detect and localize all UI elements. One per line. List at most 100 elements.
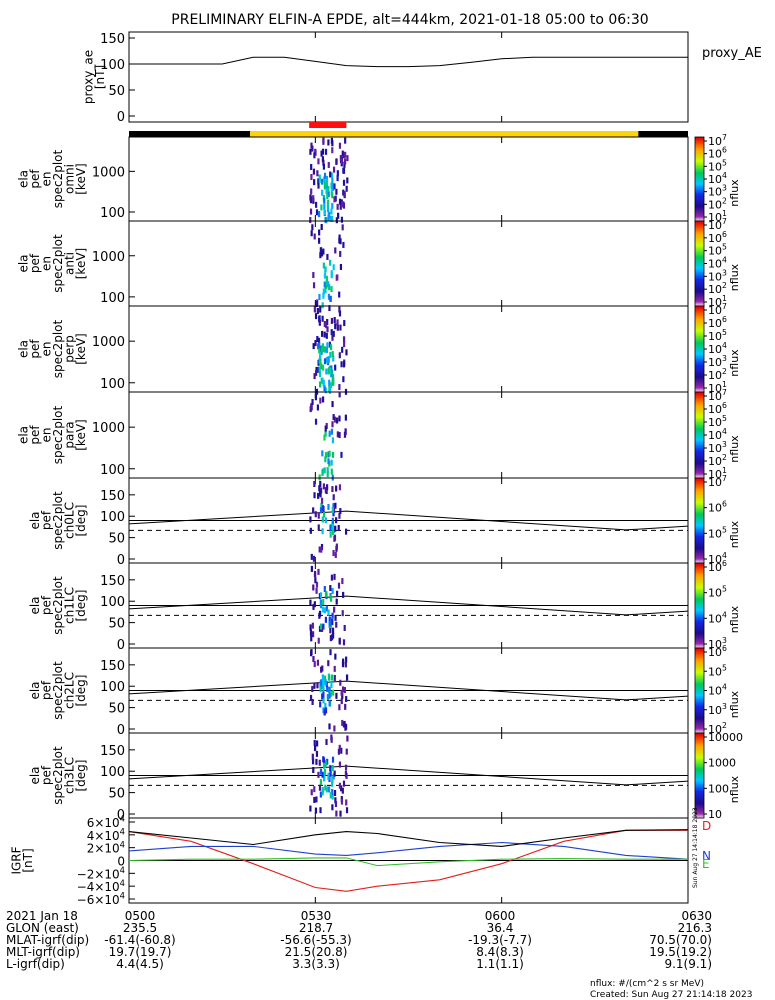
spectrogram-cell <box>323 320 326 327</box>
colorbar-cell <box>695 456 704 459</box>
colorbar-cell <box>695 259 704 262</box>
colorbar-cell <box>695 245 704 248</box>
colorbar-cell <box>695 349 704 352</box>
spectrogram-cell <box>319 397 322 404</box>
colorbar-cell <box>695 465 704 468</box>
energy-anti-panel-ylabel-line: anti <box>62 252 76 275</box>
pitch-cell <box>310 565 313 572</box>
pitch-cell <box>310 635 313 642</box>
colorbar-cell <box>695 674 704 677</box>
colorbar-cell <box>695 805 704 808</box>
colorbar-cell <box>695 693 704 696</box>
spectrogram-cell <box>318 366 321 373</box>
spectrogram-cell <box>342 336 346 343</box>
colorbar-cell <box>695 636 704 639</box>
colorbar-cell <box>695 759 704 762</box>
colorbar-cell <box>695 239 704 242</box>
colorbar-cell <box>695 148 704 151</box>
pitch-cell <box>314 511 317 518</box>
colorbar-cell <box>695 283 704 286</box>
colorbar-cell <box>695 284 704 287</box>
colorbar-cell <box>695 808 704 811</box>
igrf-series-N <box>128 841 689 860</box>
colorbar-cell <box>695 334 704 337</box>
spectrogram-cell <box>322 346 326 353</box>
pitch-cell <box>309 624 312 631</box>
colorbar-cell <box>695 310 704 313</box>
pitch-cell <box>340 747 343 754</box>
pitch-cell <box>333 606 336 613</box>
spectrogram-cell <box>321 178 324 185</box>
spectrogram-cell <box>338 310 342 317</box>
spectrogram-cell <box>318 381 322 388</box>
energy-para-panel-ylabel-line: para <box>62 421 76 448</box>
colorbar-cell <box>695 469 704 472</box>
colorbar-cell <box>695 340 704 343</box>
colorbar-cell <box>695 672 704 675</box>
colorbar-tick-label-power: 5 <box>722 663 727 672</box>
spectrogram-cell <box>340 361 343 368</box>
y-tick-label: 150 <box>100 489 125 504</box>
colorbar-cell <box>695 356 704 359</box>
colorbar-cell <box>695 208 704 211</box>
colorbar-cell <box>695 427 704 430</box>
pitch-cell <box>318 485 321 492</box>
pitch-cell <box>340 689 343 696</box>
spectrogram-cell <box>328 341 332 348</box>
colorbar-cell <box>695 191 704 194</box>
colorbar-cell <box>695 350 704 353</box>
colorbar-cell <box>695 198 704 201</box>
colorbar-cell <box>695 276 704 279</box>
spectrogram-cell <box>320 150 323 157</box>
status-bar-segment <box>129 131 251 137</box>
colorbar-tick-label-base: 10 <box>708 258 722 271</box>
colorbar-cell <box>695 524 704 527</box>
igrf-series-E <box>128 857 688 867</box>
spectrogram-cell <box>339 263 343 270</box>
colorbar-cell <box>695 374 704 377</box>
colorbar-cell <box>695 433 704 436</box>
colorbar-cell <box>695 317 704 320</box>
y-tick-label-base: 4×10 <box>87 829 120 843</box>
igrf-legend-E: E <box>702 857 710 871</box>
spectrogram-cell <box>314 313 318 320</box>
colorbar-cell <box>695 555 704 558</box>
colorbar-cell <box>695 404 704 407</box>
pitch-cell <box>328 686 331 693</box>
pitch-cell <box>329 649 332 656</box>
spectrogram-cell <box>330 329 333 336</box>
colorbar-cell <box>695 420 704 423</box>
spectrogram-cell <box>314 418 318 425</box>
colorbar-cell <box>695 179 704 181</box>
colorbar-cell <box>695 601 704 604</box>
spectrogram-cell <box>339 203 342 210</box>
y-tick-label: 100 <box>100 680 125 695</box>
igrf-legend-N: N <box>702 849 711 863</box>
pitch-cell <box>312 603 315 610</box>
side-timestamp: Sun Aug 27 14:14:18 2023 <box>692 807 699 888</box>
spectrogram-cell <box>338 352 341 359</box>
colorbar-cell <box>695 183 704 186</box>
spectrogram-cell <box>340 451 343 458</box>
x-axis-value: 4.4(4.5) <box>116 957 164 971</box>
spectrogram-cell <box>343 320 346 327</box>
colorbar-cell <box>695 493 704 496</box>
colorbar-cell <box>695 653 704 656</box>
y-tick-label: 150 <box>100 744 125 759</box>
colorbar-cell <box>695 776 704 779</box>
colorbar-cell <box>695 619 704 622</box>
spectrogram-cell <box>342 361 346 368</box>
colorbar-cell <box>695 594 704 597</box>
colorbar-cell <box>695 279 704 282</box>
spectrogram-cell <box>338 291 341 298</box>
colorbar-cell <box>695 169 704 172</box>
colorbar-tick-label: 104 <box>708 610 727 625</box>
x-axis-value: 1.1(1.1) <box>476 957 524 971</box>
pitch-cell <box>309 516 312 523</box>
colorbar-cell <box>695 159 704 162</box>
proxy-ae-ylabel-line: proxy_ae <box>81 50 95 104</box>
pitch-cell <box>326 484 329 491</box>
colorbar-tick-label-base: 10 <box>708 317 722 330</box>
pitch-cell <box>317 771 320 778</box>
colorbar-cell <box>695 298 704 301</box>
